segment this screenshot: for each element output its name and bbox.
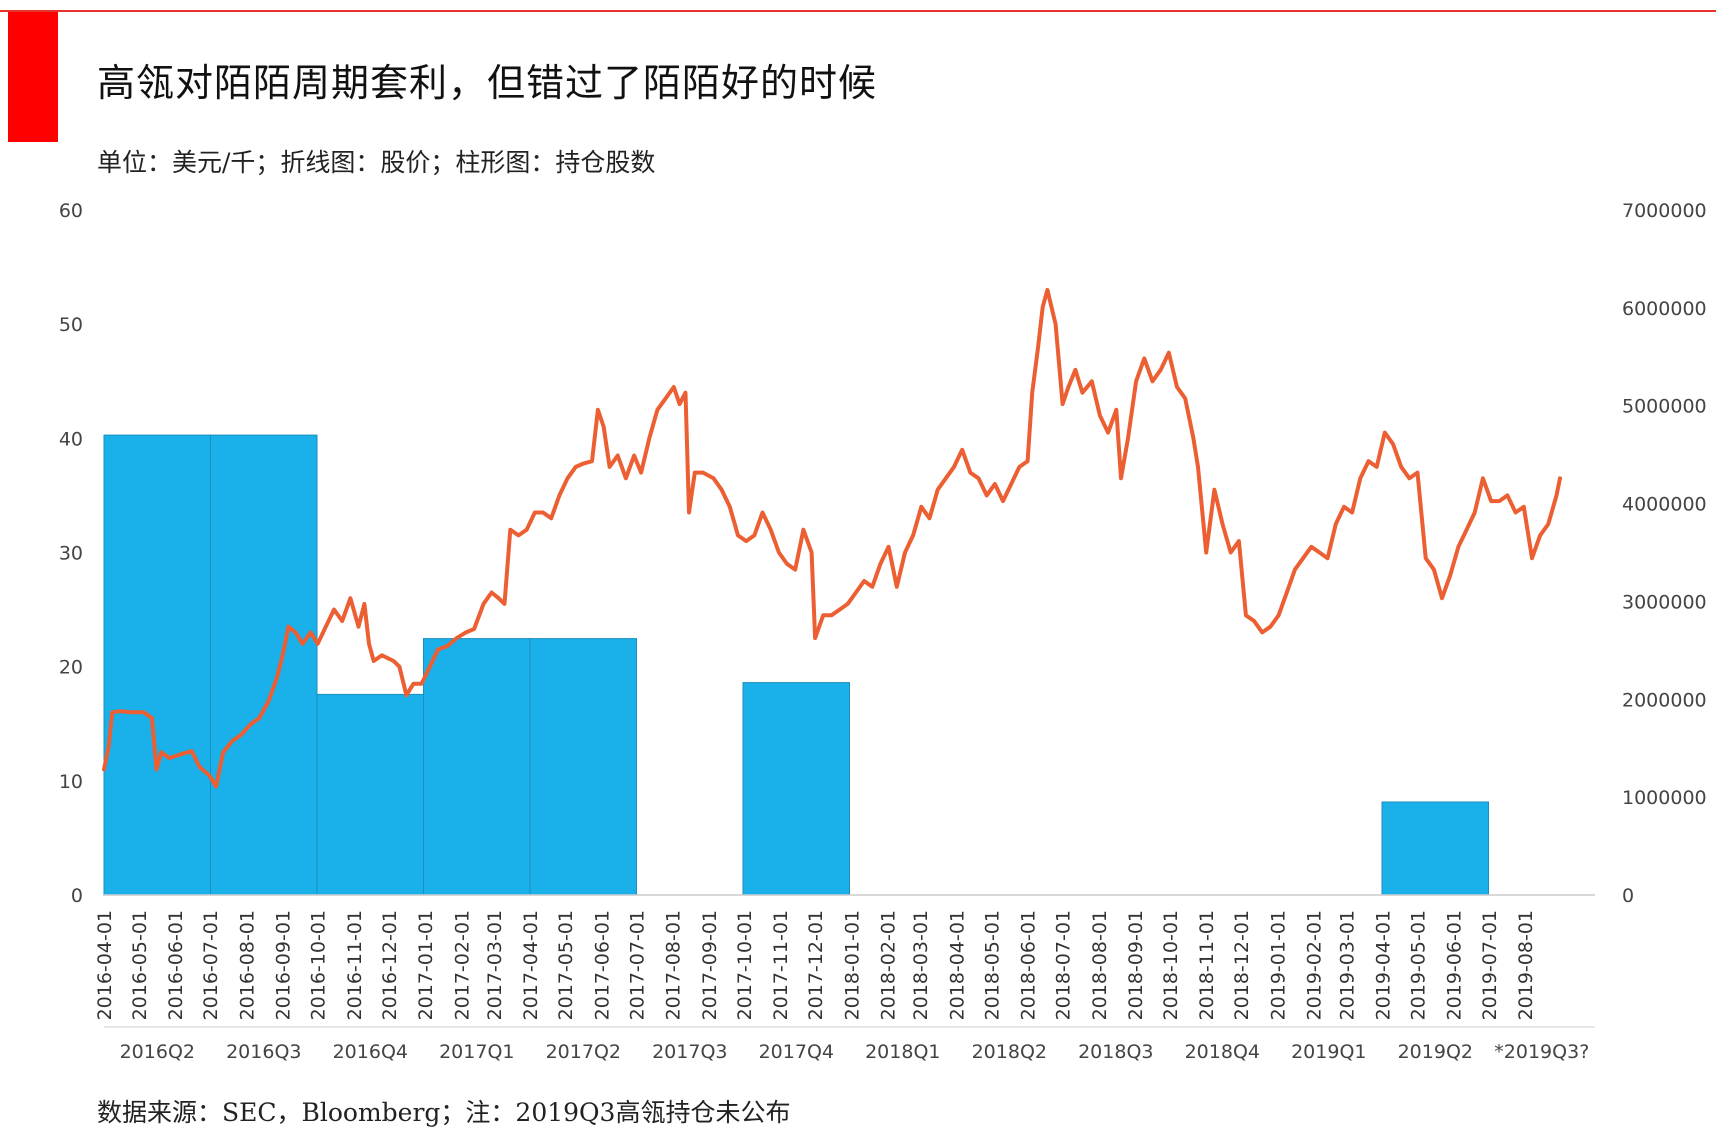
quarter-label: 2016Q3	[226, 1041, 301, 1063]
quarter-label: 2019Q2	[1398, 1041, 1473, 1063]
date-tick-label: 2017-07-01	[626, 910, 648, 1020]
left-tick-label: 60	[59, 200, 83, 222]
quarter-label: *2019Q3?	[1494, 1041, 1589, 1063]
date-tick-label: 2017-12-01	[805, 910, 827, 1020]
date-tick-label: 2019-07-01	[1479, 910, 1501, 1020]
date-tick-label: 2017-05-01	[555, 910, 577, 1020]
date-tick-label: 2017-10-01	[734, 910, 756, 1020]
date-tick-label: 2016-11-01	[344, 910, 366, 1020]
bar-2017Q4	[742, 682, 850, 896]
date-tick-label: 2019-02-01	[1304, 910, 1326, 1020]
date-tick-label: 2018-02-01	[877, 910, 899, 1020]
date-tick-label: 2016-04-01	[94, 910, 116, 1020]
date-tick-label: 2019-01-01	[1267, 910, 1289, 1020]
quarter-label: 2016Q4	[333, 1041, 408, 1063]
date-tick-label: 2018-12-01	[1231, 910, 1253, 1020]
chart-subtitle: 单位：美元/千；折线图：股价；柱形图：持仓股数	[97, 148, 656, 177]
bar-2017Q2	[529, 638, 637, 896]
right-tick-label: 5000000	[1622, 396, 1707, 418]
quarter-label: 2019Q1	[1291, 1041, 1366, 1063]
top-rule	[0, 10, 1716, 12]
left-tick-label: 30	[59, 543, 83, 565]
date-tick-label: 2018-08-01	[1089, 910, 1111, 1020]
date-tick-label: 2017-09-01	[699, 910, 721, 1020]
date-tick-label: 2016-12-01	[379, 910, 401, 1020]
date-tick-label: 2018-03-01	[910, 910, 932, 1020]
date-tick-label: 2017-11-01	[770, 910, 792, 1020]
right-tick-label: 1000000	[1622, 787, 1707, 809]
date-tick-label: 2017-08-01	[663, 910, 685, 1020]
date-tick-label: 2016-08-01	[236, 910, 258, 1020]
bar-2016Q4	[316, 693, 424, 896]
quarter-label: 2018Q1	[865, 1041, 940, 1063]
date-tick-label: 2016-05-01	[129, 910, 151, 1020]
price-line-series	[102, 287, 1562, 789]
quarter-axis: 2016Q2 2016Q3 2016Q4 2017Q1 2017Q2 2017Q3 2017…	[120, 1041, 1590, 1063]
date-tick-label: 2019-08-01	[1515, 910, 1537, 1020]
left-tick-label: 40	[59, 428, 83, 450]
accent-block	[8, 12, 58, 142]
date-tick-label: 2016-10-01	[308, 910, 330, 1020]
date-tick-label: 2017-03-01	[484, 910, 506, 1020]
bar-2017Q1	[423, 638, 531, 896]
date-tick-label: 2018-09-01	[1125, 910, 1147, 1020]
quarter-label: 2018Q2	[972, 1041, 1047, 1063]
right-tick-label: 0	[1622, 885, 1634, 907]
date-tick-label: 2018-11-01	[1196, 910, 1218, 1020]
right-tick-label: 7000000	[1622, 200, 1707, 222]
quarter-label: 2017Q2	[546, 1041, 621, 1063]
date-tick-label: 2017-01-01	[415, 910, 437, 1020]
page-title: 高瓴对陌陌周期套利，但错过了陌陌好的时候	[97, 61, 878, 105]
right-tick-label: 3000000	[1622, 591, 1707, 613]
date-tick-label: 2017-04-01	[520, 910, 542, 1020]
date-tick-label: 2019-04-01	[1373, 910, 1395, 1020]
date-tick-label: 2019-05-01	[1408, 910, 1430, 1020]
date-tick-label: 2016-09-01	[273, 910, 295, 1020]
date-tick-label: 2019-06-01	[1444, 910, 1466, 1020]
date-tick-label: 2016-06-01	[165, 910, 187, 1020]
left-tick-label: 10	[59, 771, 83, 793]
quarter-label: 2017Q1	[439, 1041, 514, 1063]
quarter-label: 2017Q3	[652, 1041, 727, 1063]
left-tick-label: 20	[59, 657, 83, 679]
date-tick-label: 2018-07-01	[1053, 910, 1075, 1020]
bar-2016Q2	[103, 434, 211, 896]
right-tick-label: 2000000	[1622, 689, 1707, 711]
left-axis: 0 10 20 30 40 50 60	[59, 200, 83, 907]
bar-2019Q2	[1381, 801, 1489, 896]
date-tick-label: 2019-03-01	[1336, 910, 1358, 1020]
quarter-label: 2017Q4	[759, 1041, 834, 1063]
date-tick-label: 2018-01-01	[841, 910, 863, 1020]
quarter-label: 2016Q2	[120, 1041, 195, 1063]
source-note: 数据来源：SEC，Bloomberg；注：2019Q3高瓴持仓未公布	[97, 1098, 791, 1127]
right-axis: 0 1000000 2000000 3000000 4000000 5000000 6000…	[1622, 200, 1707, 907]
right-tick-label: 4000000	[1622, 494, 1707, 516]
quarter-label: 2018Q3	[1078, 1041, 1153, 1063]
date-tick-label: 2018-04-01	[946, 910, 968, 1020]
date-tick-label: 2018-06-01	[1018, 910, 1040, 1020]
date-tick-label: 2017-06-01	[591, 910, 613, 1020]
quarter-label: 2018Q4	[1185, 1041, 1260, 1063]
bar-series	[103, 434, 1489, 896]
date-tick-label: 2018-05-01	[981, 910, 1003, 1020]
left-tick-label: 0	[71, 885, 83, 907]
bar-2016Q3	[210, 434, 318, 896]
date-tick-label: 2017-02-01	[451, 910, 473, 1020]
date-tick-label: 2018-10-01	[1160, 910, 1182, 1020]
right-tick-label: 6000000	[1622, 298, 1707, 320]
date-tick-label: 2016-07-01	[200, 910, 222, 1020]
date-axis: 2016-04-01 2016-05-01 2016-06-01 2016-07-01…	[94, 910, 1537, 1020]
left-tick-label: 50	[59, 314, 83, 336]
